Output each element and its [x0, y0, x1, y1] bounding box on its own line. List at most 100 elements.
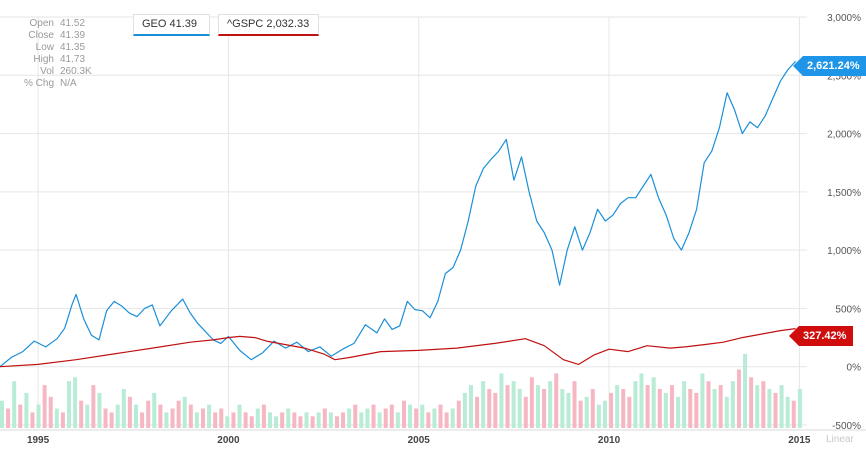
volume-bar	[408, 404, 413, 428]
volume-bar	[688, 389, 693, 428]
volume-bar	[676, 396, 681, 428]
volume-bar	[542, 389, 547, 428]
volume-bar	[182, 396, 187, 428]
volume-bar	[152, 392, 157, 428]
volume-bar	[79, 400, 84, 428]
volume-bar	[779, 385, 784, 428]
volume-bar	[146, 400, 151, 428]
ohlc-row-pct-chg: % Chg N/A	[18, 78, 92, 90]
volume-bar	[395, 412, 400, 428]
volume-bar	[468, 385, 473, 428]
ohlc-value: 41.52	[60, 18, 86, 29]
volume-bar	[560, 389, 565, 428]
volume-bar	[578, 400, 583, 428]
volume-bar	[621, 389, 626, 428]
volume-bar	[0, 400, 4, 428]
volume-bar	[286, 408, 291, 428]
volume-bar	[663, 392, 668, 428]
volume-bar	[797, 389, 802, 428]
x-tick-label: 1995	[27, 435, 50, 446]
volume-bar	[54, 408, 59, 428]
volume-bar	[42, 385, 47, 428]
ohlc-value: 41.35	[60, 42, 86, 53]
volume-bar	[6, 408, 11, 428]
y-tick-label: 1,000%	[827, 246, 861, 257]
ohlc-value: 41.39	[60, 30, 86, 41]
volume-bar	[749, 377, 754, 428]
volume-bar	[767, 389, 772, 428]
volume-bar	[66, 381, 71, 428]
ohlc-value: 41.73	[60, 54, 86, 65]
volume-bar	[627, 396, 632, 428]
ohlc-label: Close	[28, 30, 54, 41]
volume-bar	[529, 377, 534, 428]
legend-geo-button[interactable]: GEO 41.39	[133, 14, 210, 36]
volume-bar	[383, 408, 388, 428]
ohlc-value: 260.3K	[60, 66, 92, 77]
volume-bar	[609, 392, 614, 428]
scale-mode-toggle[interactable]: Linear	[826, 434, 854, 445]
volume-bar	[651, 377, 656, 428]
volume-bar	[694, 392, 699, 428]
ohlc-label: % Chg	[23, 78, 54, 89]
volume-bar	[706, 381, 711, 428]
volume-bar	[456, 400, 461, 428]
y-axis-tick-labels: -500% 0% 500% 1,000% 1,500% 2,000% 2,500% 3,000…	[827, 13, 861, 432]
ohlc-value: N/A	[60, 78, 77, 89]
volume-bar	[97, 392, 102, 428]
volume-bar	[377, 412, 382, 428]
volume-bar	[548, 381, 553, 428]
volume-bar	[310, 416, 315, 428]
volume-bar	[724, 396, 729, 428]
volume-bar	[12, 381, 17, 428]
volume-bar	[213, 412, 218, 428]
volume-bar	[572, 381, 577, 428]
ohlc-panel: Open 41.52 Close 41.39 Low 41.35 High 41.73 …	[18, 18, 92, 90]
volume-bar	[371, 404, 376, 428]
volume-bar	[590, 389, 595, 428]
volume-bars	[0, 353, 802, 428]
volume-bar	[602, 400, 607, 428]
volume-bar	[261, 404, 266, 428]
volume-bar	[127, 396, 132, 428]
volume-bar	[249, 416, 254, 428]
chart-grid	[0, 16, 866, 431]
volume-bar	[140, 412, 145, 428]
volume-bar	[401, 400, 406, 428]
volume-bar	[341, 412, 346, 428]
volume-bar	[274, 416, 279, 428]
volume-bar	[566, 392, 571, 428]
y-tick-label: 2,000%	[827, 130, 861, 141]
ohlc-label: High	[33, 54, 54, 65]
volume-bar	[791, 400, 796, 428]
volume-bar	[755, 385, 760, 428]
volume-bar	[328, 412, 333, 428]
volume-bar	[109, 412, 114, 428]
x-axis-tick-labels: 1995 2000 2005 2010 2015	[27, 435, 811, 446]
volume-bar	[493, 392, 498, 428]
volume-bar	[389, 404, 394, 428]
volume-bar	[219, 408, 224, 428]
volume-bar	[231, 412, 236, 428]
volume-bar	[176, 400, 181, 428]
volume-bar	[615, 385, 620, 428]
volume-bar	[773, 392, 778, 428]
y-tick-label: 2,500%	[827, 71, 861, 82]
volume-bar	[535, 385, 540, 428]
volume-bar	[267, 412, 272, 428]
volume-bar	[48, 396, 53, 428]
ohlc-row-vol: Vol 260.3K	[18, 66, 92, 78]
ohlc-row-low: Low 41.35	[18, 42, 92, 54]
legend-gspc-button[interactable]: ^GSPC 2,032.33	[218, 14, 319, 36]
volume-bar	[682, 381, 687, 428]
ohlc-label: Vol	[40, 66, 54, 77]
volume-bar	[481, 381, 486, 428]
volume-bar	[316, 412, 321, 428]
volume-bar	[438, 404, 443, 428]
volume-bar	[255, 408, 260, 428]
geo-line	[0, 60, 797, 368]
volume-bar	[347, 408, 352, 428]
volume-bar	[36, 404, 41, 428]
volume-bar	[207, 404, 212, 428]
